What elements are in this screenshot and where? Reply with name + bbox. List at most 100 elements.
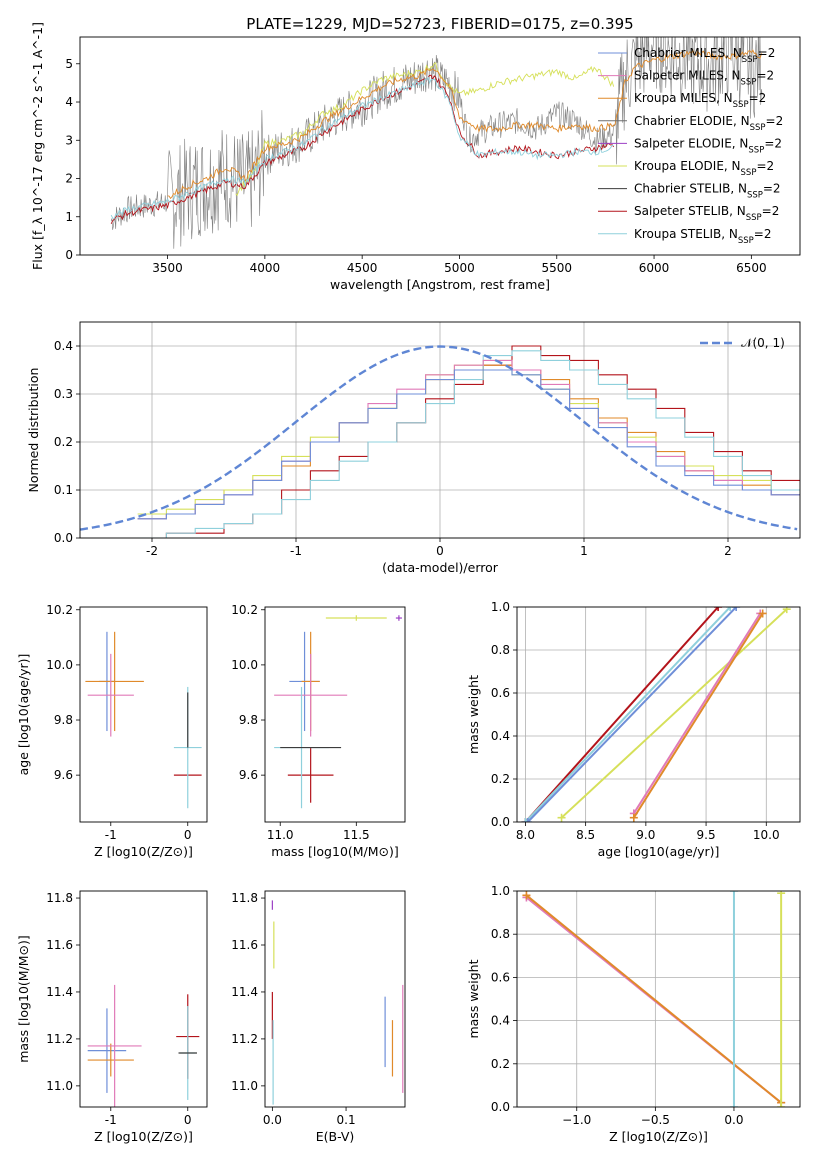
weight-line-0: [524, 607, 719, 822]
y-tick-label: 0.4: [491, 1014, 510, 1028]
y-tick-label: 5: [65, 57, 73, 71]
plot-area: [521, 607, 791, 822]
weight-marker: [782, 607, 791, 614]
errorbar-point: [209, 615, 212, 621]
axes-frame: [516, 890, 801, 1108]
weight-marker: [629, 813, 638, 822]
panel-age-Z: -1 0 9.6 9.8 10.0 10.2 Z [log10(Z/Z⊙)] age [log…: [16, 603, 212, 859]
y-tick-label: 11.2: [231, 1032, 258, 1046]
x-tick-label: -1: [290, 544, 302, 558]
x-axis-label: Z [log10(Z/Z⊙)]: [609, 1129, 708, 1144]
y-tick-label: 10.0: [231, 658, 258, 672]
y-tick-label: 1.0: [491, 600, 510, 614]
y-axis-label: Normed distribution: [26, 368, 41, 493]
model-line-0: [235, 62, 615, 197]
y-tick-label: 11.6: [46, 938, 73, 952]
y-tick-label: 10.2: [46, 603, 73, 617]
x-tick-label: 10.0: [753, 828, 780, 842]
y-tick-label: 9.8: [239, 713, 258, 727]
spectrum-data-line: [110, 37, 763, 249]
weight-marker: [732, 607, 741, 611]
x-tick-label: -1: [105, 1113, 117, 1127]
x-tick-label: 4500: [347, 261, 378, 275]
legend: Chabrier MILES, NSSP=2 Salpeter MILES, NS…: [598, 46, 783, 246]
x-tick-label: 8.0: [516, 828, 535, 842]
errorbar-point: [395, 615, 402, 621]
y-tick-label: 11.0: [46, 1079, 73, 1093]
y-tick-label: 0.4: [491, 729, 510, 743]
y-tick-label: 10.2: [231, 603, 258, 617]
x-tick-label: 0.0: [724, 1113, 743, 1127]
plot-area: [110, 37, 763, 249]
y-tick-label: 9.8: [54, 713, 73, 727]
y-tick-label: 2: [65, 172, 73, 186]
weight-marker: [557, 813, 566, 822]
axes-frame: [516, 606, 801, 823]
y-tick-label: 0.2: [54, 435, 73, 449]
y-tick-label: 11.8: [46, 891, 73, 905]
y-tick-label: 0.0: [491, 1100, 510, 1114]
y-tick-label: 10.0: [46, 658, 73, 672]
x-tick-label: 9.5: [697, 828, 716, 842]
y-tick-label: 0.4: [54, 339, 73, 353]
axes-frame: [264, 890, 406, 1108]
axes-frame: [264, 606, 406, 823]
weight-marker: [758, 609, 767, 618]
plot-area: [87, 868, 212, 1107]
plot-area: [274, 615, 402, 809]
weight-line-5: [632, 612, 764, 819]
weight-marker: [522, 891, 531, 900]
panel-residuals: -2 -1 0 1 2 0.0 0.1 0.2 0.3 0.4 (data-model)/error…: [26, 321, 801, 575]
axes-frame: [79, 606, 208, 823]
x-tick-label: 6500: [736, 261, 767, 275]
weight-marker: [777, 1103, 786, 1107]
histogram-3: [137, 350, 800, 538]
plot-area: [80, 345, 800, 538]
y-tick-label: 11.8: [231, 891, 258, 905]
x-axis-label: (data-model)/error: [382, 560, 499, 575]
y-tick-label: 11.4: [46, 985, 73, 999]
axes-frame: [79, 321, 801, 539]
y-tick-label: 9.6: [239, 768, 258, 782]
y-tick-label: 0.2: [491, 1057, 510, 1071]
x-axis-label: E(B-V): [316, 1129, 355, 1144]
weight-marker: [777, 891, 786, 898]
y-tick-label: 0.6: [491, 686, 510, 700]
x-tick-label: 2: [724, 544, 732, 558]
weight-marker: [729, 891, 738, 895]
legend-entry: Chabrier STELIB, NSSP=2: [634, 182, 781, 201]
legend-entry: Salpeter MILES, NSSP=2: [634, 69, 774, 88]
x-axis-label: Z [log10(Z/Z⊙)]: [94, 1129, 193, 1144]
y-tick-label: 11.0: [231, 1079, 258, 1093]
x-tick-label: −0.5: [641, 1113, 670, 1127]
errorbar-point: [87, 653, 134, 737]
x-tick-label: 0: [184, 828, 192, 842]
y-tick-label: 11.2: [46, 1032, 73, 1046]
errorbar-point: [209, 868, 212, 995]
weight-marker: [521, 818, 530, 822]
x-tick-label: 0.0: [263, 1113, 282, 1127]
x-tick-label: 0: [184, 1113, 192, 1127]
y-tick-label: 0.8: [491, 927, 510, 941]
y-tick-label: 1: [65, 210, 73, 224]
weight-line-2: [527, 607, 737, 822]
x-tick-label: -2: [146, 544, 158, 558]
y-tick-label: 0.6: [491, 970, 510, 984]
x-tick-label: 5500: [541, 261, 572, 275]
errorbar-point: [87, 1008, 127, 1093]
plot-area: [522, 891, 786, 1107]
histogram-5: [137, 369, 800, 520]
errorbar-point: [325, 615, 387, 621]
y-tick-label: 9.6: [54, 768, 73, 782]
legend-entry: Chabrier ELODIE, NSSP=2: [634, 114, 783, 133]
model-line-1: [167, 49, 762, 200]
plot-area: [85, 615, 212, 809]
y-tick-label: 11.6: [231, 938, 258, 952]
grid-lines: [80, 322, 800, 539]
weight-marker: [726, 607, 735, 611]
y-axis-label: age [log10(age/yr)]: [16, 654, 31, 776]
y-tick-label: 0.0: [491, 815, 510, 829]
y-tick-label: 0.0: [54, 531, 73, 545]
y-axis-label: mass weight: [466, 675, 481, 754]
